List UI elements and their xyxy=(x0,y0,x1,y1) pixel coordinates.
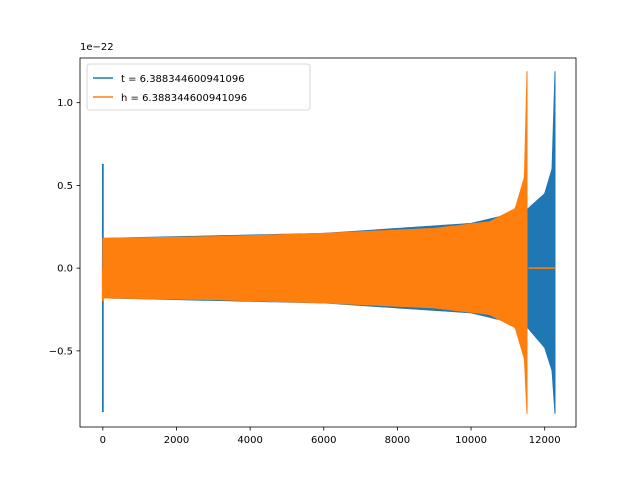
x-tick-label: 8000 xyxy=(385,435,410,446)
legend-label: h = 6.388344600941096 xyxy=(121,93,247,104)
y-axis: −0.5 0.0 0.5 1.0 xyxy=(49,98,80,357)
x-tick-label: 2000 xyxy=(164,435,189,446)
y-tick-label: 0.5 xyxy=(57,181,73,192)
series-h xyxy=(101,71,556,414)
y-tick-label: 1.0 xyxy=(57,98,73,109)
x-tick-label: 12000 xyxy=(529,435,561,446)
legend-label: t = 6.388344600941096 xyxy=(121,74,245,85)
legend: t = 6.388344600941096 h = 6.3883446009410… xyxy=(86,63,311,111)
x-tick-label: 4000 xyxy=(237,435,262,446)
x-axis: 0 2000 4000 6000 8000 10000 12000 xyxy=(100,427,561,446)
plot-series xyxy=(101,71,556,414)
y-tick-label: 0.0 xyxy=(57,264,73,275)
axes-frame xyxy=(79,57,577,428)
x-tick-label: 0 xyxy=(100,435,106,446)
x-tick-label: 10000 xyxy=(455,435,487,446)
offset-text: 1e−22 xyxy=(80,42,114,53)
series-band xyxy=(102,71,528,414)
y-tick-label: −0.5 xyxy=(49,346,73,357)
x-tick-label: 6000 xyxy=(311,435,336,446)
legend-box xyxy=(86,63,311,111)
